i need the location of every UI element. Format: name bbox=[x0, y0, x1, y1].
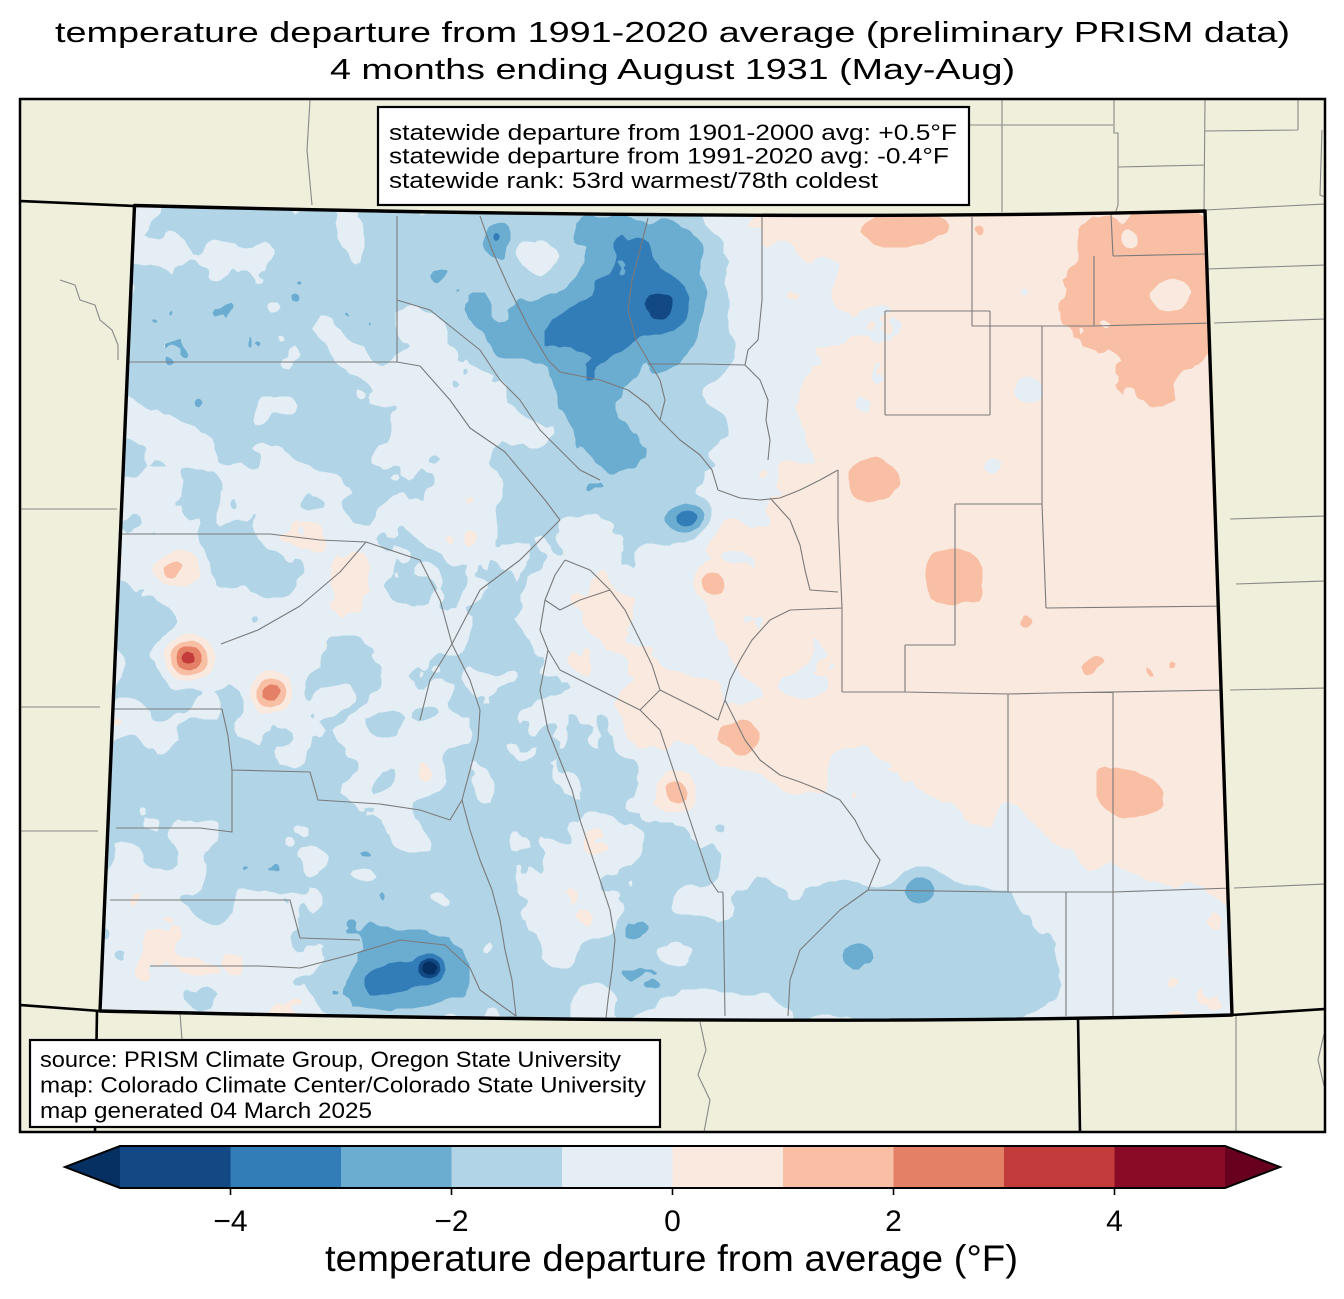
svg-text:−4: −4 bbox=[213, 1205, 247, 1238]
svg-text:4: 4 bbox=[1106, 1205, 1123, 1238]
svg-text:2: 2 bbox=[885, 1205, 902, 1238]
svg-text:map: Colorado Climate Center/C: map: Colorado Climate Center/Colorado St… bbox=[40, 1073, 646, 1098]
svg-text:temperature departure from ave: temperature departure from average (°F) bbox=[325, 1238, 1018, 1279]
svg-text:source: PRISM Climate Group, O: source: PRISM Climate Group, Oregon Stat… bbox=[40, 1047, 621, 1072]
svg-text:−2: −2 bbox=[434, 1205, 468, 1238]
svg-text:statewide departure from 1991-: statewide departure from 1991-2020 avg: … bbox=[389, 144, 949, 169]
svg-text:0: 0 bbox=[664, 1205, 681, 1238]
svg-text:statewide rank: 53rd warmest/7: statewide rank: 53rd warmest/78th coldes… bbox=[389, 168, 878, 193]
svg-text:statewide departure from 1901-: statewide departure from 1901-2000 avg: … bbox=[389, 120, 957, 145]
svg-text:4 months ending August 1931 (M: 4 months ending August 1931 (May-Aug) bbox=[330, 54, 1015, 86]
svg-text:map generated 04 March 2025: map generated 04 March 2025 bbox=[40, 1098, 372, 1123]
svg-text:temperature departure from 199: temperature departure from 1991-2020 ave… bbox=[55, 17, 1290, 49]
